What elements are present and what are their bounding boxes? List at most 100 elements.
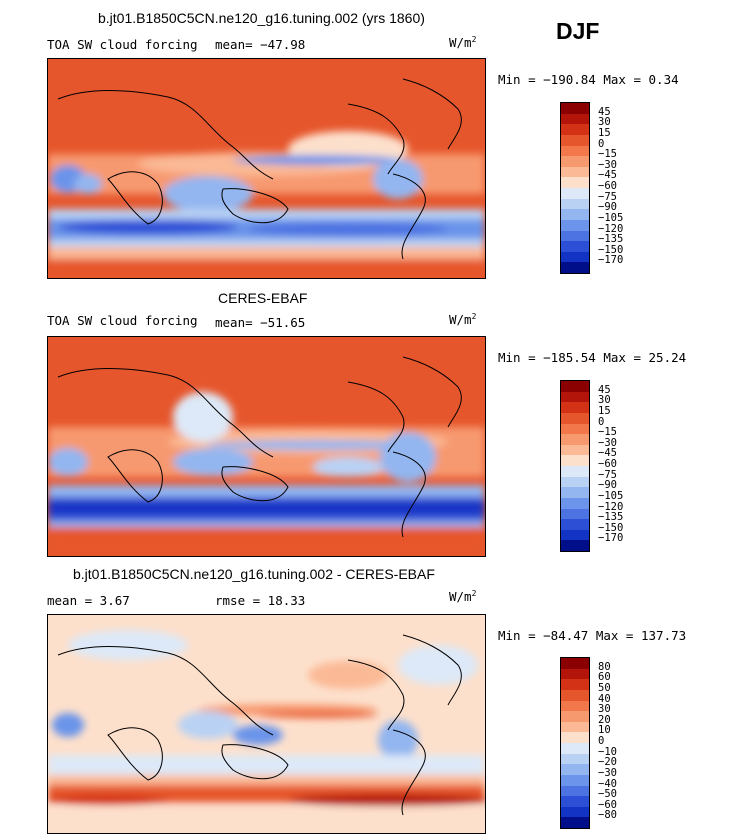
colorbar-swatch	[561, 241, 589, 252]
colorbar-label: −80	[598, 809, 617, 822]
colorbar-swatch	[561, 188, 589, 199]
panel2-colorbar	[560, 380, 590, 552]
panel3-mean: mean = 3.67	[47, 593, 130, 608]
panel2-units: W/m2	[449, 312, 477, 328]
colorbar-swatch	[561, 711, 589, 722]
colorbar-label: −90	[598, 201, 617, 214]
colorbar-label: 0	[598, 735, 605, 747]
colorbar-label: −150	[598, 521, 624, 534]
panel1-map	[47, 58, 486, 279]
colorbar-label: −50	[598, 788, 617, 801]
colorbar-label: −30	[598, 436, 617, 449]
colorbar-label: −15	[598, 148, 617, 161]
colorbar-label: −170	[598, 254, 624, 267]
colorbar-swatch	[561, 700, 589, 712]
colorbar-swatch	[561, 198, 589, 210]
colorbar-swatch	[561, 219, 589, 231]
panel1-title: b.jt01.B1850C5CN.ne120_g16.tuning.002 (y…	[98, 10, 425, 26]
panel2-title: CERES-EBAF	[218, 290, 308, 306]
colorbar-swatch	[561, 134, 589, 146]
colorbar-swatch	[561, 764, 589, 775]
colorbar-swatch	[561, 209, 589, 220]
colorbar-label: −75	[598, 190, 617, 203]
colorbar-label: 15	[598, 126, 611, 139]
colorbar-swatch	[561, 434, 589, 445]
panel1-variable: TOA SW cloud forcing	[47, 37, 198, 52]
colorbar-swatch	[561, 806, 589, 818]
panel1-colorbar	[560, 102, 590, 274]
colorbar-swatch	[561, 732, 589, 743]
colorbar-swatch	[561, 145, 589, 157]
colorbar-swatch	[561, 124, 589, 135]
colorbar-label: 45	[598, 383, 611, 396]
colorbar-swatch	[561, 753, 589, 765]
colorbar-swatch	[561, 721, 589, 733]
colorbar-swatch	[561, 796, 589, 807]
colorbar-label: −45	[598, 447, 617, 460]
colorbar-label: −60	[598, 798, 617, 811]
colorbar-swatch	[561, 166, 589, 178]
colorbar-label: −120	[598, 222, 624, 235]
colorbar-swatch	[561, 743, 589, 754]
colorbar-label: 80	[598, 660, 611, 673]
colorbar-label: 0	[598, 415, 605, 428]
colorbar-swatch	[561, 658, 589, 669]
colorbar-label: −40	[598, 777, 617, 790]
colorbar-label: 10	[598, 724, 611, 737]
panel3-rmse: rmse = 18.33	[215, 593, 306, 608]
colorbar-swatch	[561, 402, 589, 413]
colorbar-swatch	[561, 774, 589, 786]
colorbar-label: −105	[598, 211, 624, 224]
colorbar-label: −135	[598, 233, 624, 246]
colorbar-swatch	[561, 423, 589, 435]
panel1-minmax: Min = −190.84 Max = 0.34	[498, 72, 679, 87]
colorbar-label: −60	[598, 458, 617, 470]
colorbar-label: −10	[598, 745, 617, 758]
colorbar-label: 45	[598, 105, 611, 118]
colorbar-label: 30	[598, 394, 611, 407]
colorbar-swatch	[561, 487, 589, 498]
colorbar-label: −30	[598, 158, 617, 171]
colorbar-label: 30	[598, 703, 611, 716]
panel3-units: W/m2	[449, 589, 477, 605]
colorbar-swatch	[561, 113, 589, 125]
panel3-map	[47, 614, 486, 834]
colorbar-label: −15	[598, 426, 617, 439]
colorbar-swatch	[561, 466, 589, 477]
colorbar-label: −135	[598, 511, 624, 524]
panel3-title: b.jt01.B1850C5CN.ne120_g16.tuning.002 - …	[73, 566, 435, 582]
colorbar-label: −90	[598, 479, 617, 492]
colorbar-label: 30	[598, 116, 611, 129]
colorbar-swatch	[561, 156, 589, 167]
colorbar-swatch	[561, 689, 589, 701]
colorbar-swatch	[561, 391, 589, 403]
colorbar-swatch	[561, 262, 589, 273]
panel3-colorbar	[560, 657, 590, 829]
panel3-minmax: Min = −84.47 Max = 137.73	[498, 628, 687, 643]
panel2-map	[47, 336, 486, 557]
colorbar-label: −20	[598, 756, 617, 769]
colorbar-label: −45	[598, 169, 617, 182]
colorbar-label: 50	[598, 681, 611, 694]
colorbar-swatch	[561, 540, 589, 551]
colorbar-label: −170	[598, 532, 624, 545]
colorbar-swatch	[561, 103, 589, 114]
colorbar-label: −60	[598, 180, 617, 192]
colorbar-swatch	[561, 251, 589, 263]
panel1-units: W/m2	[449, 35, 477, 51]
colorbar-swatch	[561, 497, 589, 509]
colorbar-swatch	[561, 444, 589, 456]
colorbar-label: 15	[598, 404, 611, 417]
colorbar-swatch	[561, 679, 589, 690]
panel2-variable: TOA SW cloud forcing	[47, 313, 198, 328]
colorbar-label: 0	[598, 137, 605, 150]
colorbar-label: −30	[598, 766, 617, 779]
colorbar-label: 60	[598, 671, 611, 684]
colorbar-swatch	[561, 381, 589, 392]
colorbar-swatch	[561, 817, 589, 828]
colorbar-swatch	[561, 668, 589, 680]
colorbar-label: −150	[598, 243, 624, 256]
colorbar-label: −120	[598, 500, 624, 513]
colorbar-label: 20	[598, 713, 611, 726]
colorbar-swatch	[561, 455, 589, 466]
